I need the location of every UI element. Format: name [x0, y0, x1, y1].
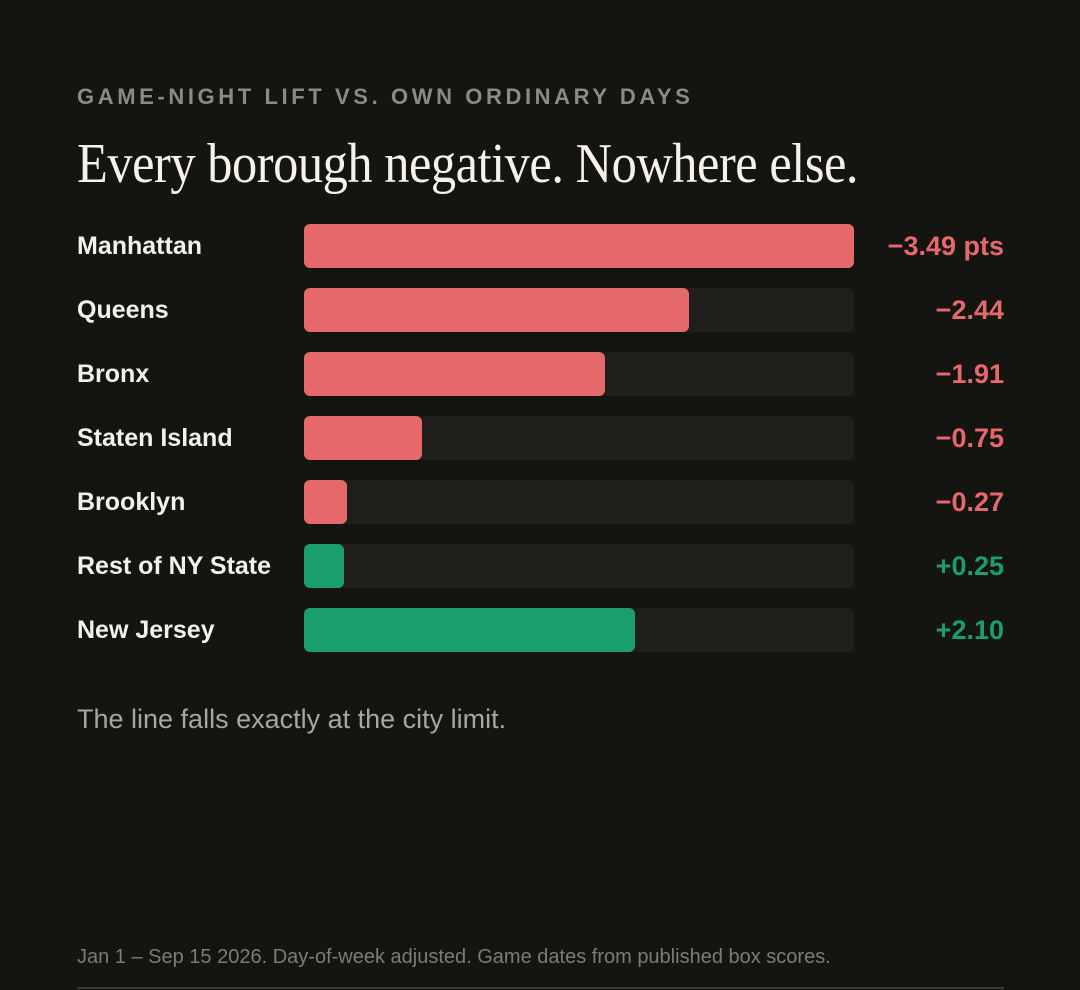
bar: [304, 288, 689, 332]
bar: [304, 544, 344, 588]
category-label: Queens: [77, 296, 169, 324]
bar-row: New Jersey +2.10: [77, 608, 1004, 652]
value-label: +0.25: [935, 551, 1004, 581]
bar-chart: Manhattan −3.49 pts Queens −2.44 Bronx −1.91 S…: [77, 224, 1004, 652]
footer-divider: [77, 987, 1004, 989]
bar: [304, 224, 854, 268]
bar: [304, 416, 422, 460]
bar: [304, 608, 635, 652]
bar-track: [304, 608, 854, 652]
chart-card: GAME-NIGHT LIFT VS. OWN ORDINARY DAYS Ev…: [77, 0, 1004, 990]
category-label: Brooklyn: [77, 488, 186, 516]
chart-caption: The line falls exactly at the city limit…: [77, 704, 507, 734]
bar-track: [304, 224, 854, 268]
bar-row: Staten Island −0.75: [77, 416, 1004, 460]
bar-row: Rest of NY State +0.25: [77, 544, 1004, 588]
bar-track: [304, 352, 854, 396]
chart-subtitle: GAME-NIGHT LIFT VS. OWN ORDINARY DAYS: [77, 84, 694, 109]
category-label: Staten Island: [77, 424, 233, 452]
category-label: Bronx: [77, 360, 150, 388]
category-label: New Jersey: [77, 616, 215, 644]
bar: [304, 352, 605, 396]
bar: [304, 480, 347, 524]
value-label: −2.44: [935, 295, 1004, 325]
bar-row: Bronx −1.91: [77, 352, 1004, 396]
category-label: Manhattan: [77, 232, 202, 260]
value-label: −0.27: [935, 487, 1004, 517]
bar-row: Manhattan −3.49 pts: [77, 224, 1004, 268]
bar-row: Queens −2.44: [77, 288, 1004, 332]
bar-track: [304, 416, 854, 460]
bar-row: Brooklyn −0.27: [77, 480, 1004, 524]
bar-track: [304, 288, 854, 332]
value-label: −0.75: [935, 423, 1004, 453]
source-footnote: Jan 1 – Sep 15 2026. Day-of-week adjuste…: [77, 946, 831, 968]
chart-title: Every borough negative. Nowhere else.: [77, 133, 859, 195]
bar-track: [304, 544, 854, 588]
category-label: Rest of NY State: [77, 552, 272, 580]
bar-track: [304, 480, 854, 524]
value-label: −1.91: [935, 359, 1004, 389]
value-label: +2.10: [935, 615, 1004, 645]
value-label: −3.49 pts: [887, 231, 1004, 261]
